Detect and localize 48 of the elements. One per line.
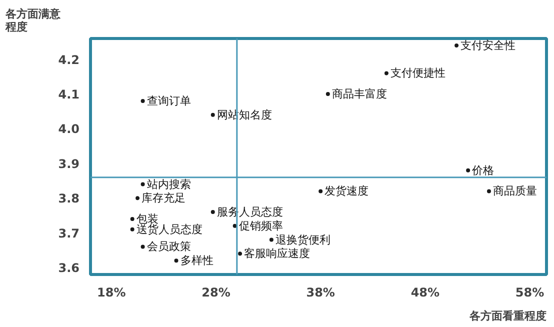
point (326, 92, 330, 96)
annotation: 库存充足 (142, 192, 186, 205)
annotation: 发货速度 (324, 184, 369, 198)
y-tick-label: 3.7 (58, 226, 80, 240)
annotation: 站内搜索 (146, 178, 191, 191)
x-tick-label: 48% (410, 286, 440, 300)
annotation: 退换货便利 (275, 233, 330, 246)
point (130, 227, 134, 232)
point (318, 189, 323, 194)
x-tick-label: 58% (515, 286, 544, 300)
point (140, 182, 145, 186)
point (136, 196, 140, 200)
annotation: 查询订单 (146, 94, 191, 108)
annotation: 支付安全性 (460, 38, 516, 52)
annotation: 客服响应速度 (244, 247, 310, 260)
annotation: 送货人员态度 (136, 222, 202, 236)
point (454, 43, 459, 48)
annotation: 商品质量 (492, 184, 537, 198)
x-tick-label: 38% (306, 286, 335, 300)
point (210, 112, 215, 117)
y-axis-title: 各方面满意程度 (4, 8, 62, 34)
y-tick-label: 3.6 (58, 261, 80, 276)
annotation: 会员政策 (146, 240, 191, 254)
x-tick-label: 18% (97, 286, 126, 300)
annotation: 支付便捷性 (390, 66, 446, 80)
point (174, 258, 178, 263)
point (140, 98, 145, 103)
annotation: 多样性 (180, 254, 214, 268)
y-tick-label: 4.0 (58, 122, 80, 136)
x-tick-label: 28% (202, 286, 230, 300)
point (232, 224, 237, 228)
point (210, 210, 215, 214)
annotation: 价格 (471, 164, 494, 177)
annotation: 促销频率 (238, 219, 283, 232)
point (238, 252, 242, 256)
y-tick-label: 4.1 (58, 88, 80, 102)
y-tick-label: 3.9 (58, 156, 80, 171)
point (486, 189, 491, 194)
y-tick-label: 3.8 (58, 192, 80, 206)
point (269, 238, 274, 242)
point (140, 244, 145, 249)
point (466, 168, 470, 172)
annotation: 包装 (136, 212, 158, 226)
annotation: 商品丰富度 (332, 88, 387, 101)
point (130, 216, 134, 221)
point (384, 71, 388, 76)
x-axis-title: 各方面看重程度 (468, 310, 546, 322)
y-tick-label: 4.2 (58, 52, 80, 67)
